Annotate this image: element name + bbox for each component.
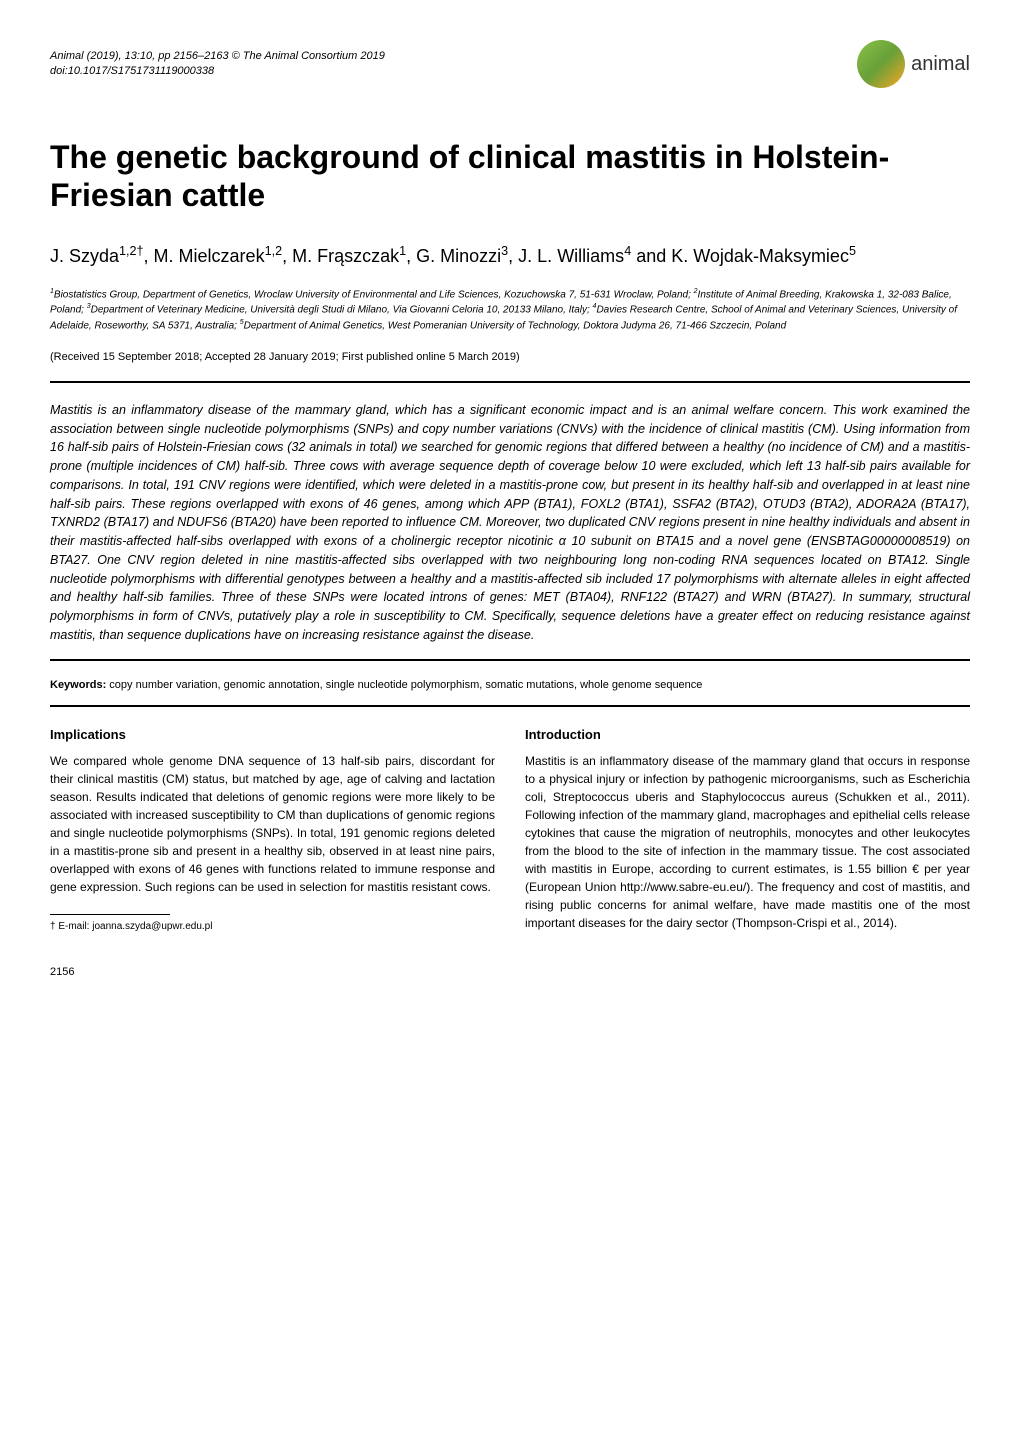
introduction-body: Mastitis is an inflammatory disease of t… bbox=[525, 752, 970, 932]
article-title: The genetic background of clinical masti… bbox=[50, 138, 970, 215]
journal-meta: Animal (2019), 13:10, pp 2156–2163 © The… bbox=[50, 49, 385, 80]
divider-mid bbox=[50, 659, 970, 661]
footnote-rule bbox=[50, 914, 170, 915]
logo-icon bbox=[857, 40, 905, 88]
page-number: 2156 bbox=[50, 964, 495, 981]
article-dates: (Received 15 September 2018; Accepted 28… bbox=[50, 351, 970, 363]
divider-top bbox=[50, 381, 970, 383]
abstract: Mastitis is an inflammatory disease of t… bbox=[50, 401, 970, 645]
right-column: Introduction Mastitis is an inflammatory… bbox=[525, 725, 970, 981]
affiliations: 1Biostatistics Group, Department of Gene… bbox=[50, 287, 970, 333]
keywords-label: Keywords: bbox=[50, 679, 106, 691]
body-columns: Implications We compared whole genome DN… bbox=[50, 725, 970, 981]
corresponding-author-footnote: † E-mail: joanna.szyda@upwr.edu.pl bbox=[50, 919, 495, 934]
implications-heading: Implications bbox=[50, 725, 495, 745]
header-row: Animal (2019), 13:10, pp 2156–2163 © The… bbox=[50, 40, 970, 88]
journal-logo: animal bbox=[857, 40, 970, 88]
keywords-line: Keywords: copy number variation, genomic… bbox=[50, 679, 970, 691]
introduction-heading: Introduction bbox=[525, 725, 970, 745]
implications-body: We compared whole genome DNA sequence of… bbox=[50, 752, 495, 896]
journal-citation: Animal (2019), 13:10, pp 2156–2163 © The… bbox=[50, 49, 385, 64]
divider-bottom bbox=[50, 705, 970, 707]
logo-text: animal bbox=[911, 53, 970, 76]
keywords-text: copy number variation, genomic annotatio… bbox=[106, 679, 702, 691]
authors-list: J. Szyda1,2†, M. Mielczarek1,2, M. Frąsz… bbox=[50, 243, 970, 269]
doi: doi:10.1017/S1751731119000338 bbox=[50, 64, 385, 79]
left-column: Implications We compared whole genome DN… bbox=[50, 725, 495, 981]
